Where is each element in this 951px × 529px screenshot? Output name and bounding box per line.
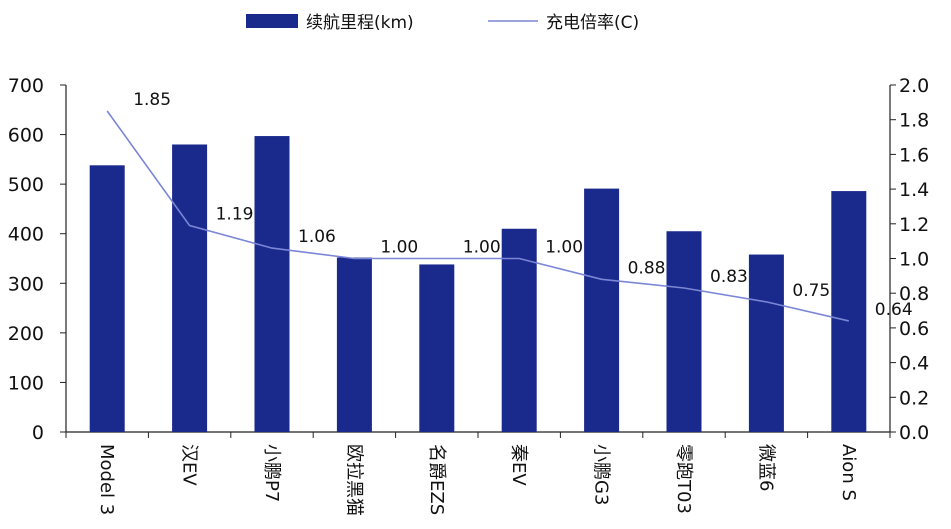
category-label: 微蓝6 — [755, 444, 776, 491]
y-left-tick-label: 500 — [8, 174, 44, 196]
line-data-label: 1.06 — [298, 227, 336, 247]
y-left-tick-label: 700 — [8, 75, 44, 97]
y-right-tick-label: 0.4 — [899, 353, 929, 375]
bar — [419, 264, 455, 432]
line-data-label: 1.00 — [380, 238, 418, 258]
y-left-tick-label: 200 — [8, 323, 44, 345]
line-data-label: 1.00 — [463, 238, 501, 258]
legend-bar-swatch — [246, 14, 298, 28]
line-data-label: 1.19 — [216, 205, 254, 225]
y-right-tick-label: 0.0 — [899, 422, 929, 444]
category-label: 欧拉黑猫 — [343, 444, 364, 516]
category-label: Aion S — [838, 444, 859, 501]
category-label: 汉EV — [179, 444, 200, 486]
bar — [254, 136, 290, 432]
line-data-label: 0.83 — [710, 267, 748, 287]
y-right-tick-label: 0.6 — [899, 318, 929, 340]
category-label: 零跑T03 — [673, 444, 694, 514]
bar — [501, 228, 537, 432]
category-label: 小鹏G3 — [591, 444, 612, 505]
y-right-tick-label: 0.8 — [899, 283, 929, 305]
y-right-tick-label: 1.0 — [899, 249, 929, 271]
category-label: Model 3 — [96, 444, 117, 515]
bar — [666, 231, 702, 432]
bar — [89, 165, 125, 432]
y-right-tick-label: 2.0 — [899, 75, 929, 97]
category-label: 小鹏P7 — [261, 444, 282, 502]
y-right-tick-label: 1.6 — [899, 144, 929, 166]
line-data-label: 0.75 — [792, 281, 830, 301]
y-right-tick-label: 0.2 — [899, 387, 929, 409]
category-label: 名爵EZS — [426, 444, 447, 515]
y-right-tick-label: 1.4 — [899, 179, 929, 201]
y-left-tick-label: 0 — [32, 422, 44, 444]
legend-bar-label: 续航里程(km) — [306, 13, 414, 33]
bar — [336, 257, 372, 432]
line-series — [106, 110, 849, 322]
bar — [748, 254, 784, 432]
line-data-label: 1.00 — [545, 238, 583, 258]
bar — [172, 144, 208, 432]
line-data-label: 1.85 — [133, 90, 171, 110]
legend-line-label: 充电倍率(C) — [546, 13, 639, 33]
category-label: 秦EV — [508, 444, 529, 486]
y-left-tick-label: 400 — [8, 224, 44, 246]
bar — [831, 191, 867, 432]
y-left-tick-label: 600 — [8, 125, 44, 147]
y-right-tick-label: 1.2 — [899, 214, 929, 236]
y-left-tick-label: 100 — [8, 372, 44, 394]
line-data-label: 0.64 — [875, 300, 913, 320]
line-data-label: 0.88 — [628, 258, 666, 278]
y-left-tick-label: 300 — [8, 273, 44, 295]
y-right-tick-label: 1.8 — [899, 110, 929, 132]
bar — [584, 188, 620, 432]
